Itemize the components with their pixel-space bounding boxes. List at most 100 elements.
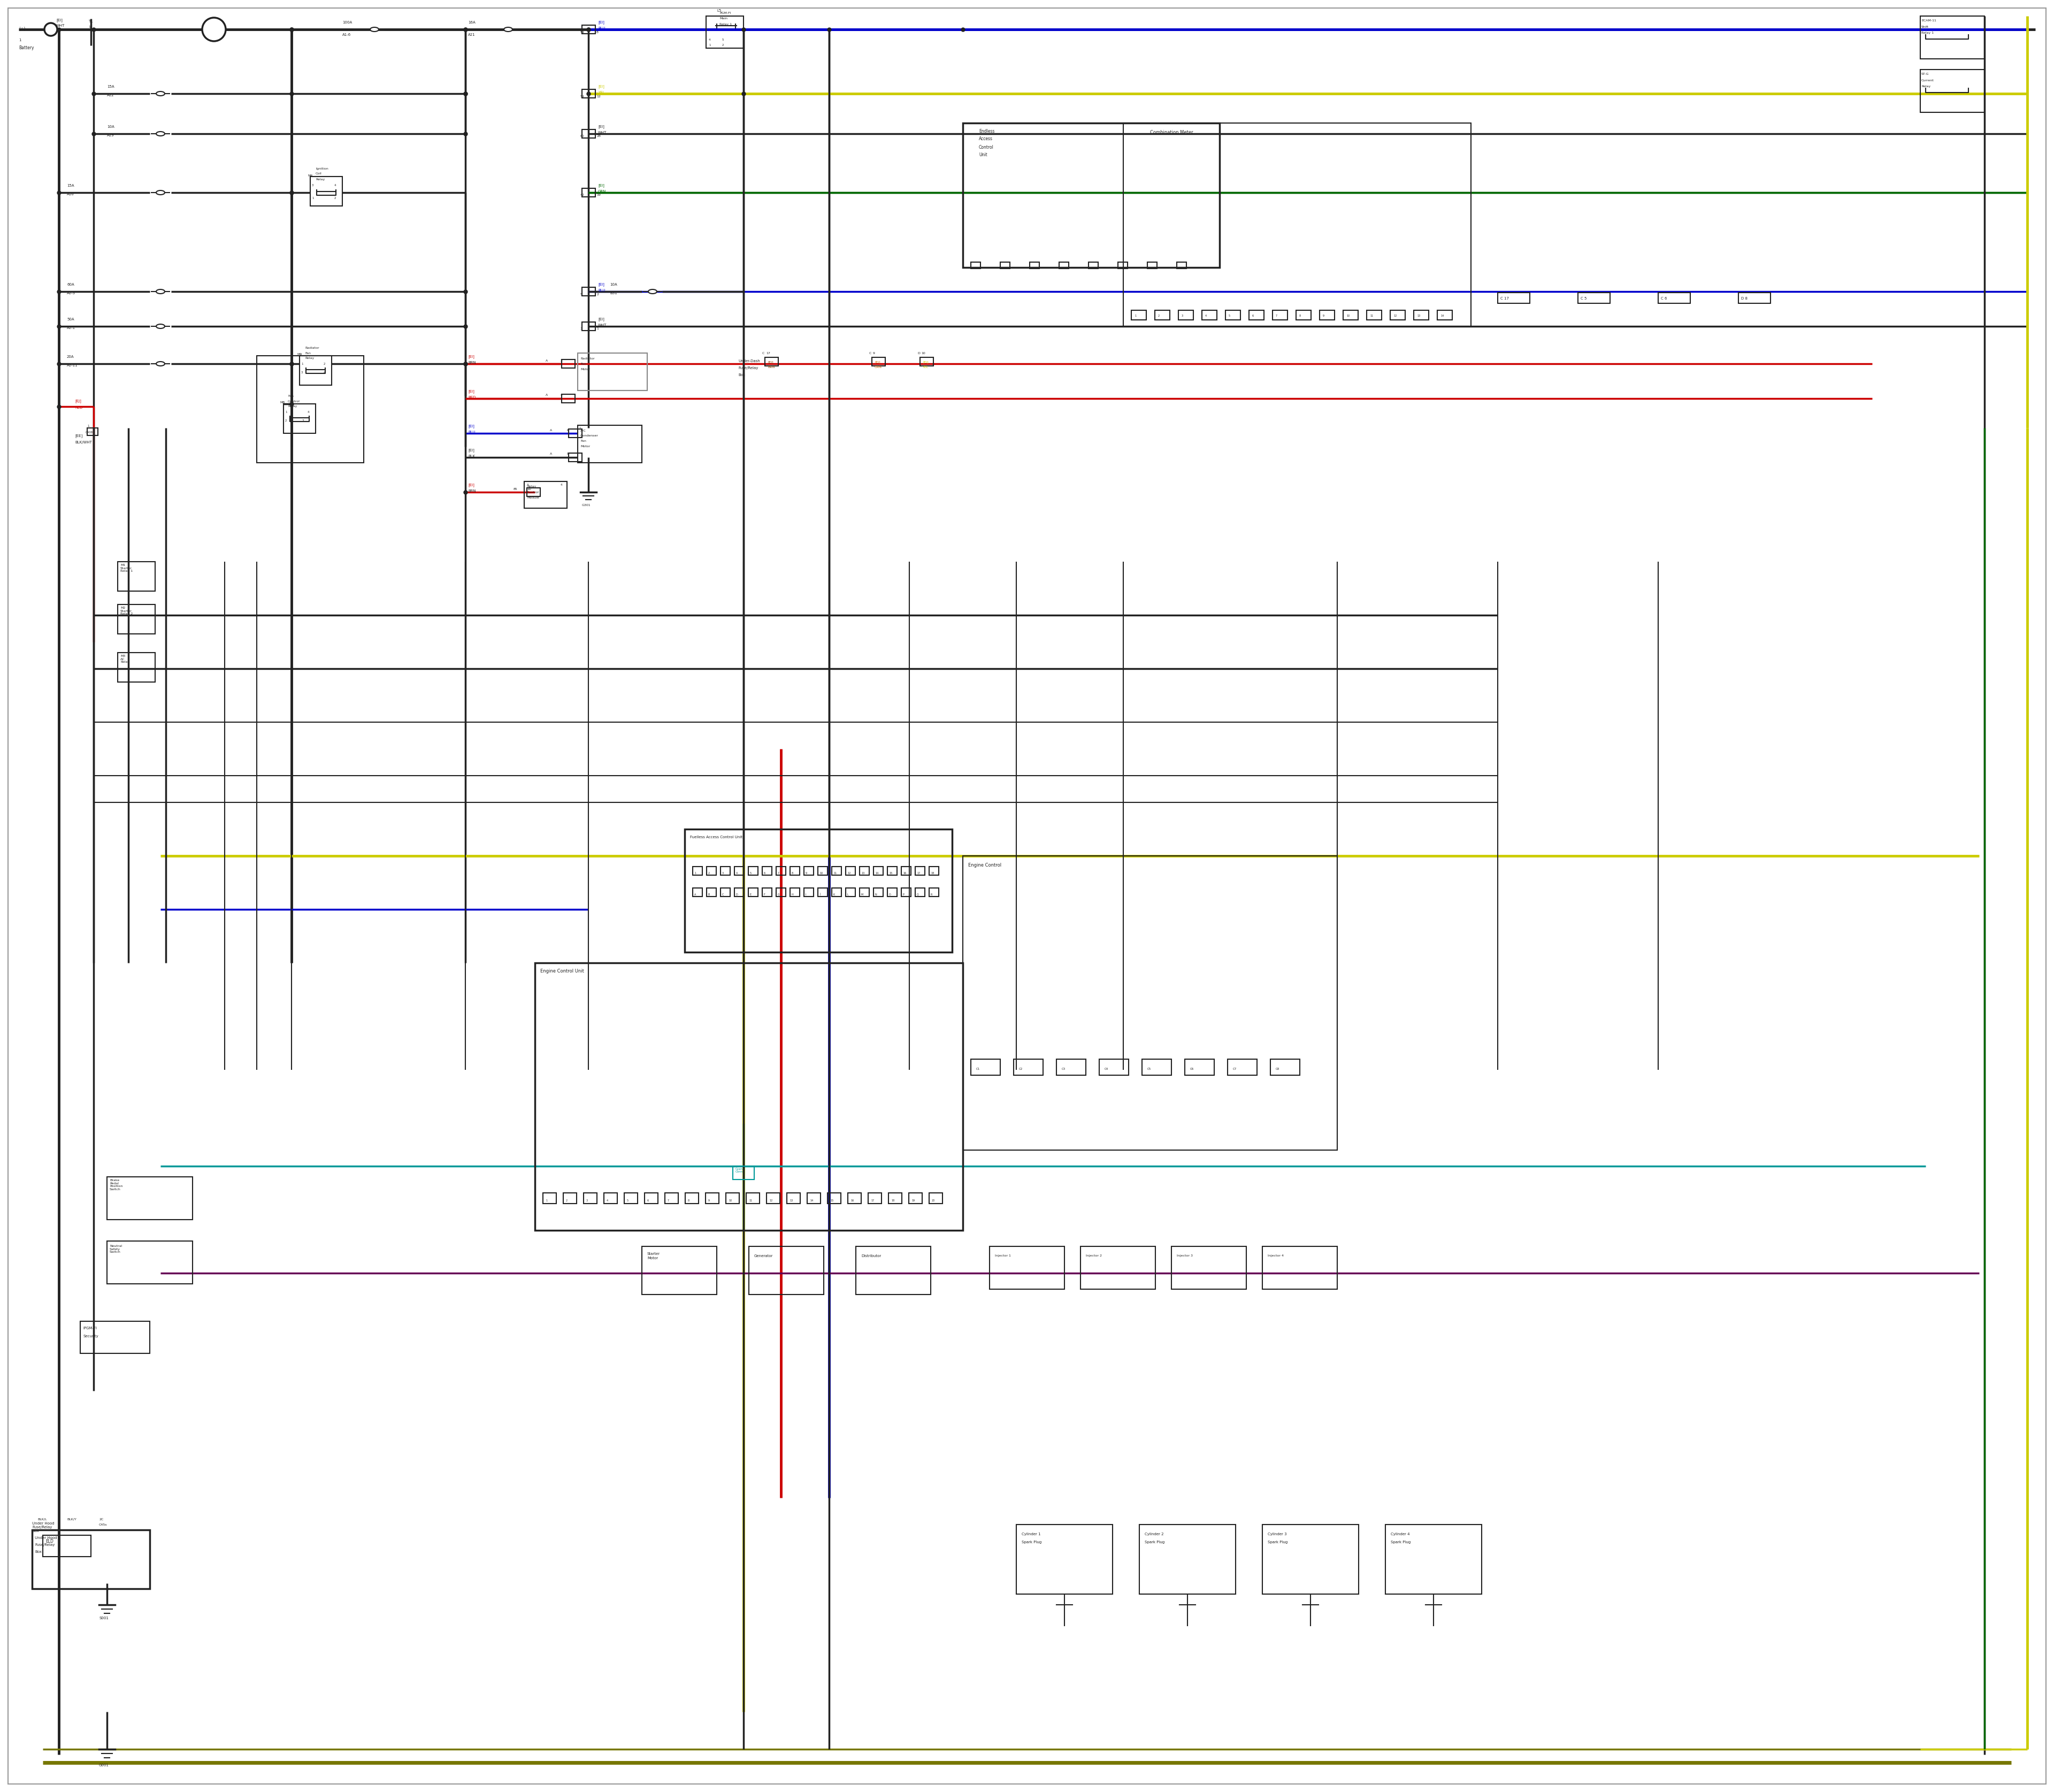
Text: 4: 4: [561, 394, 563, 396]
Bar: [1273, 310, 1288, 321]
Bar: [916, 867, 924, 874]
Text: 14: 14: [1440, 315, 1444, 317]
Text: M: M: [861, 892, 863, 896]
Bar: [577, 425, 641, 462]
Text: Injector 2: Injector 2: [1087, 1254, 1101, 1258]
Text: B31: B31: [610, 292, 616, 294]
Bar: [963, 124, 1220, 267]
Bar: [707, 889, 717, 896]
Bar: [1658, 292, 1690, 303]
Text: C 17: C 17: [1499, 297, 1510, 299]
Bar: [707, 867, 717, 874]
Text: A2-3: A2-3: [68, 292, 76, 294]
Text: A: A: [550, 453, 553, 455]
Bar: [1497, 292, 1530, 303]
Bar: [920, 357, 933, 366]
Text: Security: Security: [82, 1335, 99, 1339]
Text: Radiator: Radiator: [304, 346, 318, 349]
Bar: [692, 889, 702, 896]
Text: Fan: Fan: [581, 362, 585, 366]
Text: 10A: 10A: [107, 125, 115, 129]
Text: C 6: C 6: [1662, 297, 1668, 299]
Text: C45s: C45s: [99, 1523, 107, 1525]
Text: ST-G: ST-G: [1920, 72, 1929, 75]
Text: 15: 15: [830, 1199, 834, 1202]
Bar: [1438, 310, 1452, 321]
Bar: [1920, 70, 1984, 113]
Bar: [1132, 310, 1146, 321]
Text: G001: G001: [99, 1763, 109, 1767]
Text: C1: C1: [976, 1068, 980, 1070]
Text: Generator: Generator: [754, 1254, 772, 1258]
Text: A: A: [546, 394, 548, 396]
Bar: [787, 1193, 801, 1204]
Bar: [791, 889, 799, 896]
Text: Spark Plug: Spark Plug: [1267, 1541, 1288, 1543]
Text: Relay: Relay: [528, 486, 536, 487]
Text: 12: 12: [1393, 315, 1397, 317]
Bar: [1013, 1059, 1043, 1075]
Text: Injector 3: Injector 3: [1177, 1254, 1193, 1258]
Text: Engine Control: Engine Control: [967, 864, 1002, 867]
Text: 9: 9: [873, 353, 875, 355]
Text: 60A: 60A: [68, 283, 74, 287]
Text: 13: 13: [1417, 315, 1419, 317]
Ellipse shape: [649, 289, 657, 294]
Text: Cyan
Conn: Cyan Conn: [735, 1168, 744, 1174]
Bar: [569, 428, 581, 437]
Text: 60: 60: [581, 134, 585, 138]
Ellipse shape: [156, 91, 164, 95]
Bar: [583, 1193, 598, 1204]
Bar: [577, 353, 647, 391]
Text: 2: 2: [596, 292, 598, 296]
Bar: [1185, 1059, 1214, 1075]
Text: A29: A29: [107, 134, 115, 136]
Text: Unit: Unit: [980, 152, 988, 158]
Bar: [528, 487, 540, 496]
Text: ORN: ORN: [875, 366, 881, 369]
Bar: [665, 1193, 678, 1204]
Text: Control: Control: [528, 491, 538, 493]
Bar: [80, 1321, 150, 1353]
Text: 20: 20: [933, 1199, 935, 1202]
Text: Condenser: Condenser: [581, 435, 598, 437]
Text: [EI]: [EI]: [598, 125, 604, 129]
Bar: [869, 1193, 881, 1204]
Text: A: A: [546, 358, 548, 362]
Text: D 8: D 8: [1742, 297, 1748, 299]
Text: 20A: 20A: [68, 355, 74, 358]
Text: C6: C6: [1189, 1068, 1193, 1070]
Bar: [832, 867, 842, 874]
Bar: [807, 1193, 820, 1204]
Bar: [928, 889, 939, 896]
Text: A21: A21: [468, 34, 474, 36]
Text: Box: Box: [35, 1550, 41, 1554]
Text: A22: A22: [107, 93, 115, 97]
Bar: [750, 1247, 824, 1294]
Bar: [990, 1247, 1064, 1288]
Bar: [902, 889, 910, 896]
Bar: [1391, 310, 1405, 321]
Text: Combination Meter: Combination Meter: [1150, 131, 1193, 134]
Bar: [563, 1193, 577, 1204]
Text: A1-6: A1-6: [343, 34, 351, 36]
Bar: [684, 830, 953, 952]
Text: 28: 28: [596, 134, 600, 138]
Text: Current: Current: [1920, 79, 1935, 82]
Bar: [735, 889, 744, 896]
Bar: [887, 889, 898, 896]
Ellipse shape: [156, 190, 164, 195]
Text: Fuelless Access Control Unit: Fuelless Access Control Unit: [690, 835, 741, 839]
Circle shape: [45, 23, 58, 36]
Text: BLU: BLU: [598, 27, 606, 30]
Text: 59: 59: [581, 95, 585, 97]
Text: Cylinder 4: Cylinder 4: [1391, 1532, 1409, 1536]
Text: [EI]: [EI]: [598, 283, 604, 287]
Text: Under Hood: Under Hood: [35, 1536, 58, 1539]
Text: Neutral
Safety
Switch: Neutral Safety Switch: [109, 1245, 121, 1253]
Text: BLK/L: BLK/L: [37, 1518, 47, 1521]
Bar: [721, 889, 729, 896]
Text: Fan: Fan: [581, 441, 585, 443]
Text: L5: L5: [717, 9, 721, 13]
Bar: [748, 867, 758, 874]
